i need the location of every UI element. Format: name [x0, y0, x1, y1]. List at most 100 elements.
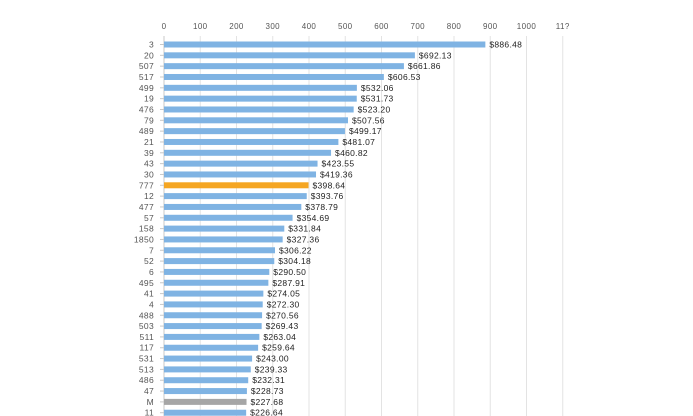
bar — [164, 171, 317, 178]
bar — [164, 268, 270, 275]
category-label: 517 — [139, 72, 154, 82]
bar — [164, 106, 354, 113]
value-label: $507.56 — [352, 115, 385, 125]
x-tick-label: 100 — [193, 22, 208, 31]
value-label: $460.82 — [335, 148, 368, 158]
value-label: $531.73 — [361, 94, 394, 104]
bar — [164, 236, 283, 243]
value-label: $274.05 — [267, 289, 300, 299]
bar — [164, 258, 275, 265]
value-label: $227.68 — [251, 397, 284, 407]
value-label: $239.33 — [255, 364, 288, 374]
value-label: $499.17 — [349, 126, 382, 136]
category-label: 488 — [139, 310, 154, 320]
category-label: 79 — [144, 115, 154, 125]
category-label: 158 — [139, 224, 154, 234]
category-label: 20 — [144, 50, 154, 60]
category-label: 489 — [139, 126, 154, 136]
value-labels: $886.48 $692.13$661.86$606.53$532.06$531.… — [250, 40, 522, 416]
bar — [164, 63, 404, 70]
bar — [164, 388, 247, 395]
value-label: $270.56 — [266, 310, 299, 320]
value-label: $398.64 — [313, 180, 346, 190]
bar — [164, 301, 263, 308]
bar — [164, 182, 309, 189]
bars — [164, 41, 486, 416]
value-label: $354.69 — [297, 213, 330, 223]
x-axis-tick-labels: 0 100 200 300 400 500 600 700 800 900 1000 11? — [162, 22, 570, 31]
value-label: $423.55 — [322, 159, 355, 169]
category-label: 43 — [144, 159, 154, 169]
category-label: 47 — [144, 386, 154, 396]
value-label: $331.84 — [288, 224, 321, 234]
category-label: 41 — [144, 289, 154, 299]
category-label: 52 — [144, 256, 154, 266]
value-label: $532.06 — [361, 83, 394, 93]
x-tick-label: 600 — [374, 22, 389, 31]
category-label: 486 — [139, 375, 154, 385]
x-tick-label: 0 — [162, 22, 167, 31]
bar — [164, 355, 253, 362]
value-label: $692.13 — [419, 50, 452, 60]
x-tick-label: 900 — [483, 22, 498, 31]
y-axis — [160, 36, 165, 416]
bar — [164, 95, 357, 102]
value-label: $269.43 — [266, 321, 299, 331]
value-label: $226.64 — [250, 408, 283, 416]
category-label: 21 — [144, 137, 154, 147]
value-label: $243.00 — [256, 354, 289, 364]
bar — [164, 41, 486, 48]
value-label: $304.18 — [278, 256, 311, 266]
value-label: $228.73 — [251, 386, 284, 396]
value-label: $263.04 — [263, 332, 296, 342]
bar — [164, 398, 247, 405]
value-label: $661.86 — [408, 61, 441, 71]
bar — [164, 333, 260, 340]
bar — [164, 377, 249, 384]
bar — [164, 366, 251, 373]
x-tick-label: 1000 — [517, 22, 537, 31]
value-label: $272.30 — [267, 299, 300, 309]
value-label: $606.53 — [388, 72, 421, 82]
value-label: $287.91 — [272, 278, 305, 288]
value-label: $306.22 — [279, 245, 312, 255]
bar — [164, 214, 293, 221]
category-label: 3 — [149, 40, 154, 50]
category-label: 477 — [139, 202, 154, 212]
value-label: $523.20 — [358, 104, 391, 114]
bar — [164, 84, 357, 91]
category-label: 4 — [149, 299, 154, 309]
value-label: $393.76 — [311, 191, 344, 201]
x-tick-label: 700 — [410, 22, 425, 31]
category-label: 531 — [139, 354, 154, 364]
bar — [164, 203, 302, 210]
bar — [164, 193, 307, 200]
bar — [164, 247, 276, 254]
category-label: M — [147, 397, 154, 407]
value-label: $290.50 — [273, 267, 306, 277]
bar — [164, 117, 348, 124]
category-label: 7 — [149, 245, 154, 255]
value-label: $378.79 — [305, 202, 338, 212]
category-label: 39 — [144, 148, 154, 158]
bar — [164, 52, 415, 59]
category-label: 6 — [149, 267, 154, 277]
bar — [164, 409, 247, 416]
category-labels: 3205075174991947679489213943307771247757… — [134, 40, 154, 416]
x-tick-label: 400 — [302, 22, 317, 31]
bar — [164, 160, 318, 167]
category-label: 513 — [139, 364, 154, 374]
category-label: 499 — [139, 83, 154, 93]
category-label: 495 — [139, 278, 154, 288]
category-label: 57 — [144, 213, 154, 223]
category-label: 777 — [139, 180, 154, 190]
bar — [164, 138, 339, 145]
value-label: $327.36 — [287, 234, 320, 244]
category-label: 117 — [140, 343, 154, 353]
bar — [164, 290, 264, 297]
category-label: 511 — [140, 332, 154, 342]
value-label: $481.07 — [342, 137, 375, 147]
value-label: $419.36 — [320, 169, 353, 179]
bar — [164, 323, 262, 330]
